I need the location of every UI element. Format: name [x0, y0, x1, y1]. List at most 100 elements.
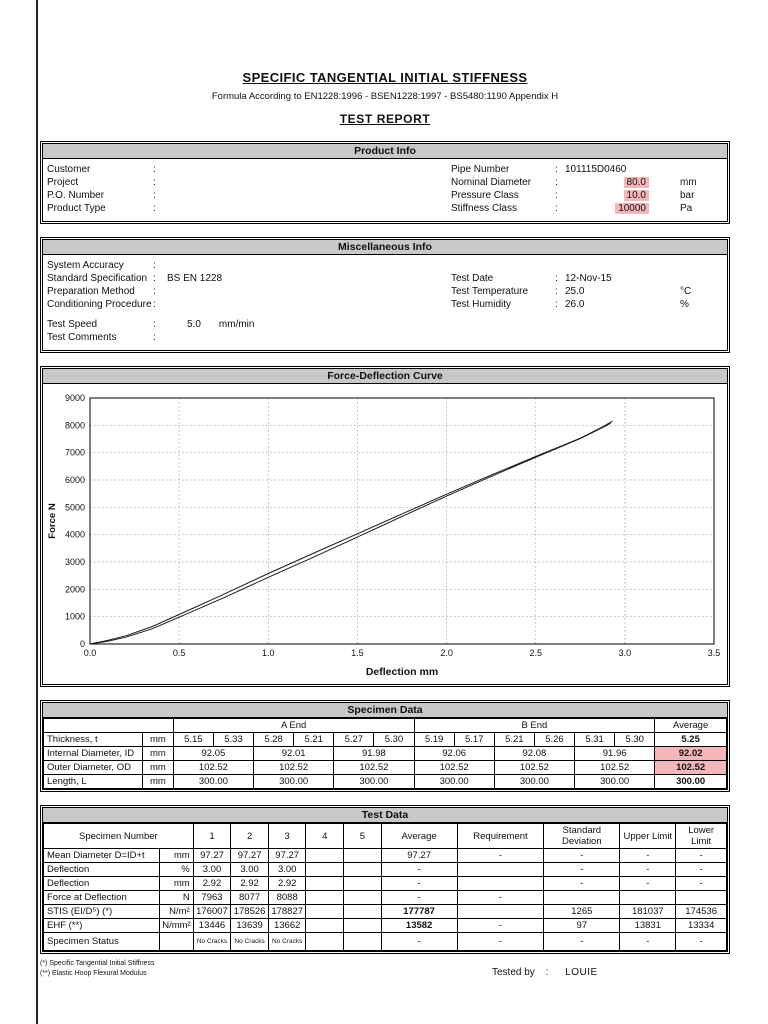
- value-cell: 300.00: [253, 774, 335, 789]
- value-cell: No Cracks: [267, 932, 307, 951]
- a-end-header: A End: [172, 718, 415, 733]
- info-label: Test Speed: [47, 319, 98, 330]
- svg-text:3.5: 3.5: [708, 648, 721, 658]
- info-row-preparation-method: Preparation Method :: [47, 285, 451, 298]
- info-label: Conditioning Procedure: [47, 299, 152, 310]
- value-cell: 5.30: [373, 732, 415, 747]
- value-cell: 2.92: [192, 876, 232, 891]
- colon: :: [555, 177, 558, 188]
- value-cell: 92.05: [172, 746, 255, 761]
- info-row-pressure-class: Pressure Class : 10.0 bar: [451, 189, 722, 202]
- row-unit: mm: [142, 760, 174, 775]
- value-cell: [305, 918, 345, 933]
- col-header-2: 2: [230, 823, 269, 849]
- table-row-stis: STIS (EI/D⁵) (*) N/m² 176007 178526 1788…: [42, 904, 727, 919]
- value-cell: 5.19: [413, 732, 455, 747]
- svg-text:2.5: 2.5: [529, 648, 542, 658]
- svg-text:1000: 1000: [65, 612, 85, 622]
- colon: :: [555, 164, 558, 175]
- colon: :: [153, 177, 156, 188]
- table-row-length: Length, L mm 300.00 300.00 300.00 300.00…: [42, 774, 727, 789]
- value-cell: 92.01: [253, 746, 335, 761]
- info-row-conditioning-procedure: Conditioning Procedure :: [47, 298, 451, 311]
- row-unit: N: [159, 890, 194, 905]
- specimen-data-title: Specimen Data: [43, 703, 727, 718]
- table-header-row: A End B End Average: [43, 718, 727, 733]
- info-label: Product Type: [47, 203, 106, 214]
- highlighted-value: 80.0: [623, 177, 649, 188]
- colon: :: [153, 286, 156, 297]
- colon: :: [555, 299, 558, 310]
- svg-text:3000: 3000: [65, 557, 85, 567]
- lower-limit-cell: -: [675, 932, 727, 951]
- value-cell: 5.33: [212, 732, 255, 747]
- row-unit: %: [159, 862, 194, 877]
- upper-limit-cell: 181037: [619, 904, 677, 919]
- info-label: Test Date: [451, 273, 494, 284]
- colon: :: [555, 273, 558, 284]
- value-cell: 8088: [267, 890, 307, 905]
- requirement-cell: [456, 876, 545, 891]
- info-row-test-comments: Test Comments :: [47, 331, 451, 344]
- average-header: Average: [380, 823, 458, 849]
- highlighted-value: 10000: [615, 203, 649, 214]
- scan-artifact-line: [36, 0, 38, 1024]
- col-header-1: 1: [192, 823, 232, 849]
- value-cell: No Cracks: [230, 932, 269, 951]
- svg-text:Deflection mm: Deflection mm: [366, 666, 438, 678]
- info-label: Test Humidity: [451, 299, 512, 310]
- colon: :: [153, 164, 156, 175]
- row-label: Thickness, t: [42, 732, 144, 747]
- info-row-test-date: Test Date : 12-Nov-15: [451, 272, 722, 285]
- info-label: Preparation Method: [47, 286, 135, 297]
- lower-limit-cell: -: [675, 848, 727, 863]
- value-cell: 5.17: [453, 732, 495, 747]
- average-cell: 97.27: [380, 848, 458, 863]
- upper-limit-cell: -: [619, 876, 677, 891]
- svg-text:9000: 9000: [65, 393, 85, 403]
- info-value: BS EN 1228: [167, 273, 223, 284]
- info-value: 10000: [565, 202, 649, 215]
- value-cell: 178827: [267, 904, 307, 919]
- svg-text:1.0: 1.0: [262, 648, 275, 658]
- value-cell: 13662: [267, 918, 307, 933]
- value-cell: [305, 848, 345, 863]
- value-cell: 5.31: [574, 732, 616, 747]
- value-cell: 13446: [192, 918, 232, 933]
- value-cell: 13639: [230, 918, 269, 933]
- misc-info-section: Miscellaneous Info System Accuracy : Sta…: [40, 237, 730, 353]
- row-label: Outer Diameter, OD: [42, 760, 144, 775]
- std-dev-cell: -: [543, 932, 621, 951]
- value-cell: 97.27: [230, 848, 269, 863]
- requirement-cell: [456, 862, 545, 877]
- value-cell: 3.00: [230, 862, 269, 877]
- info-label: Project: [47, 177, 79, 188]
- info-row-test-humidity: Test Humidity : 26.0 %: [451, 298, 722, 311]
- requirement-cell: -: [456, 848, 545, 863]
- misc-info-title: Miscellaneous Info: [43, 240, 727, 255]
- table-row-deflection-mm: Deflection mm 2.92 2.92 2.92 - - - -: [42, 876, 727, 891]
- info-label: Stiffness Class: [451, 203, 517, 214]
- tested-by-value: LOUIE: [565, 967, 598, 978]
- svg-text:3.0: 3.0: [619, 648, 632, 658]
- average-cell: 300.00: [654, 774, 727, 789]
- colon: :: [153, 190, 156, 201]
- footnote-ehf: (**) Elastic Hoop Flexural Modulus: [40, 970, 147, 977]
- colon: :: [153, 260, 156, 271]
- std-dev-cell: -: [543, 848, 621, 863]
- test-data-section: Test Data Specimen Number 1 2 3 4 5 Aver…: [40, 805, 730, 954]
- svg-text:0: 0: [80, 639, 85, 649]
- value-cell: 2.92: [230, 876, 269, 891]
- info-value: 12-Nov-15: [565, 272, 649, 285]
- info-label: Nominal Diameter: [451, 177, 532, 188]
- svg-text:5000: 5000: [65, 502, 85, 512]
- info-unit: mm/min: [218, 319, 255, 330]
- tested-by-label: Tested by: [492, 967, 535, 978]
- product-info-right-column: Pipe Number : 101115D0460 Nominal Diamet…: [451, 163, 722, 215]
- product-info-section: Product Info Customer : Project : P.O. N…: [40, 141, 730, 224]
- info-unit: bar: [680, 190, 695, 201]
- table-row-mean-diameter: Mean Diameter D=ID+t mm 97.27 97.27 97.2…: [42, 848, 727, 863]
- average-header: Average: [654, 718, 727, 733]
- test-data-table: Specimen Number 1 2 3 4 5 Average Requir…: [42, 823, 727, 951]
- upper-limit-cell: -: [619, 848, 677, 863]
